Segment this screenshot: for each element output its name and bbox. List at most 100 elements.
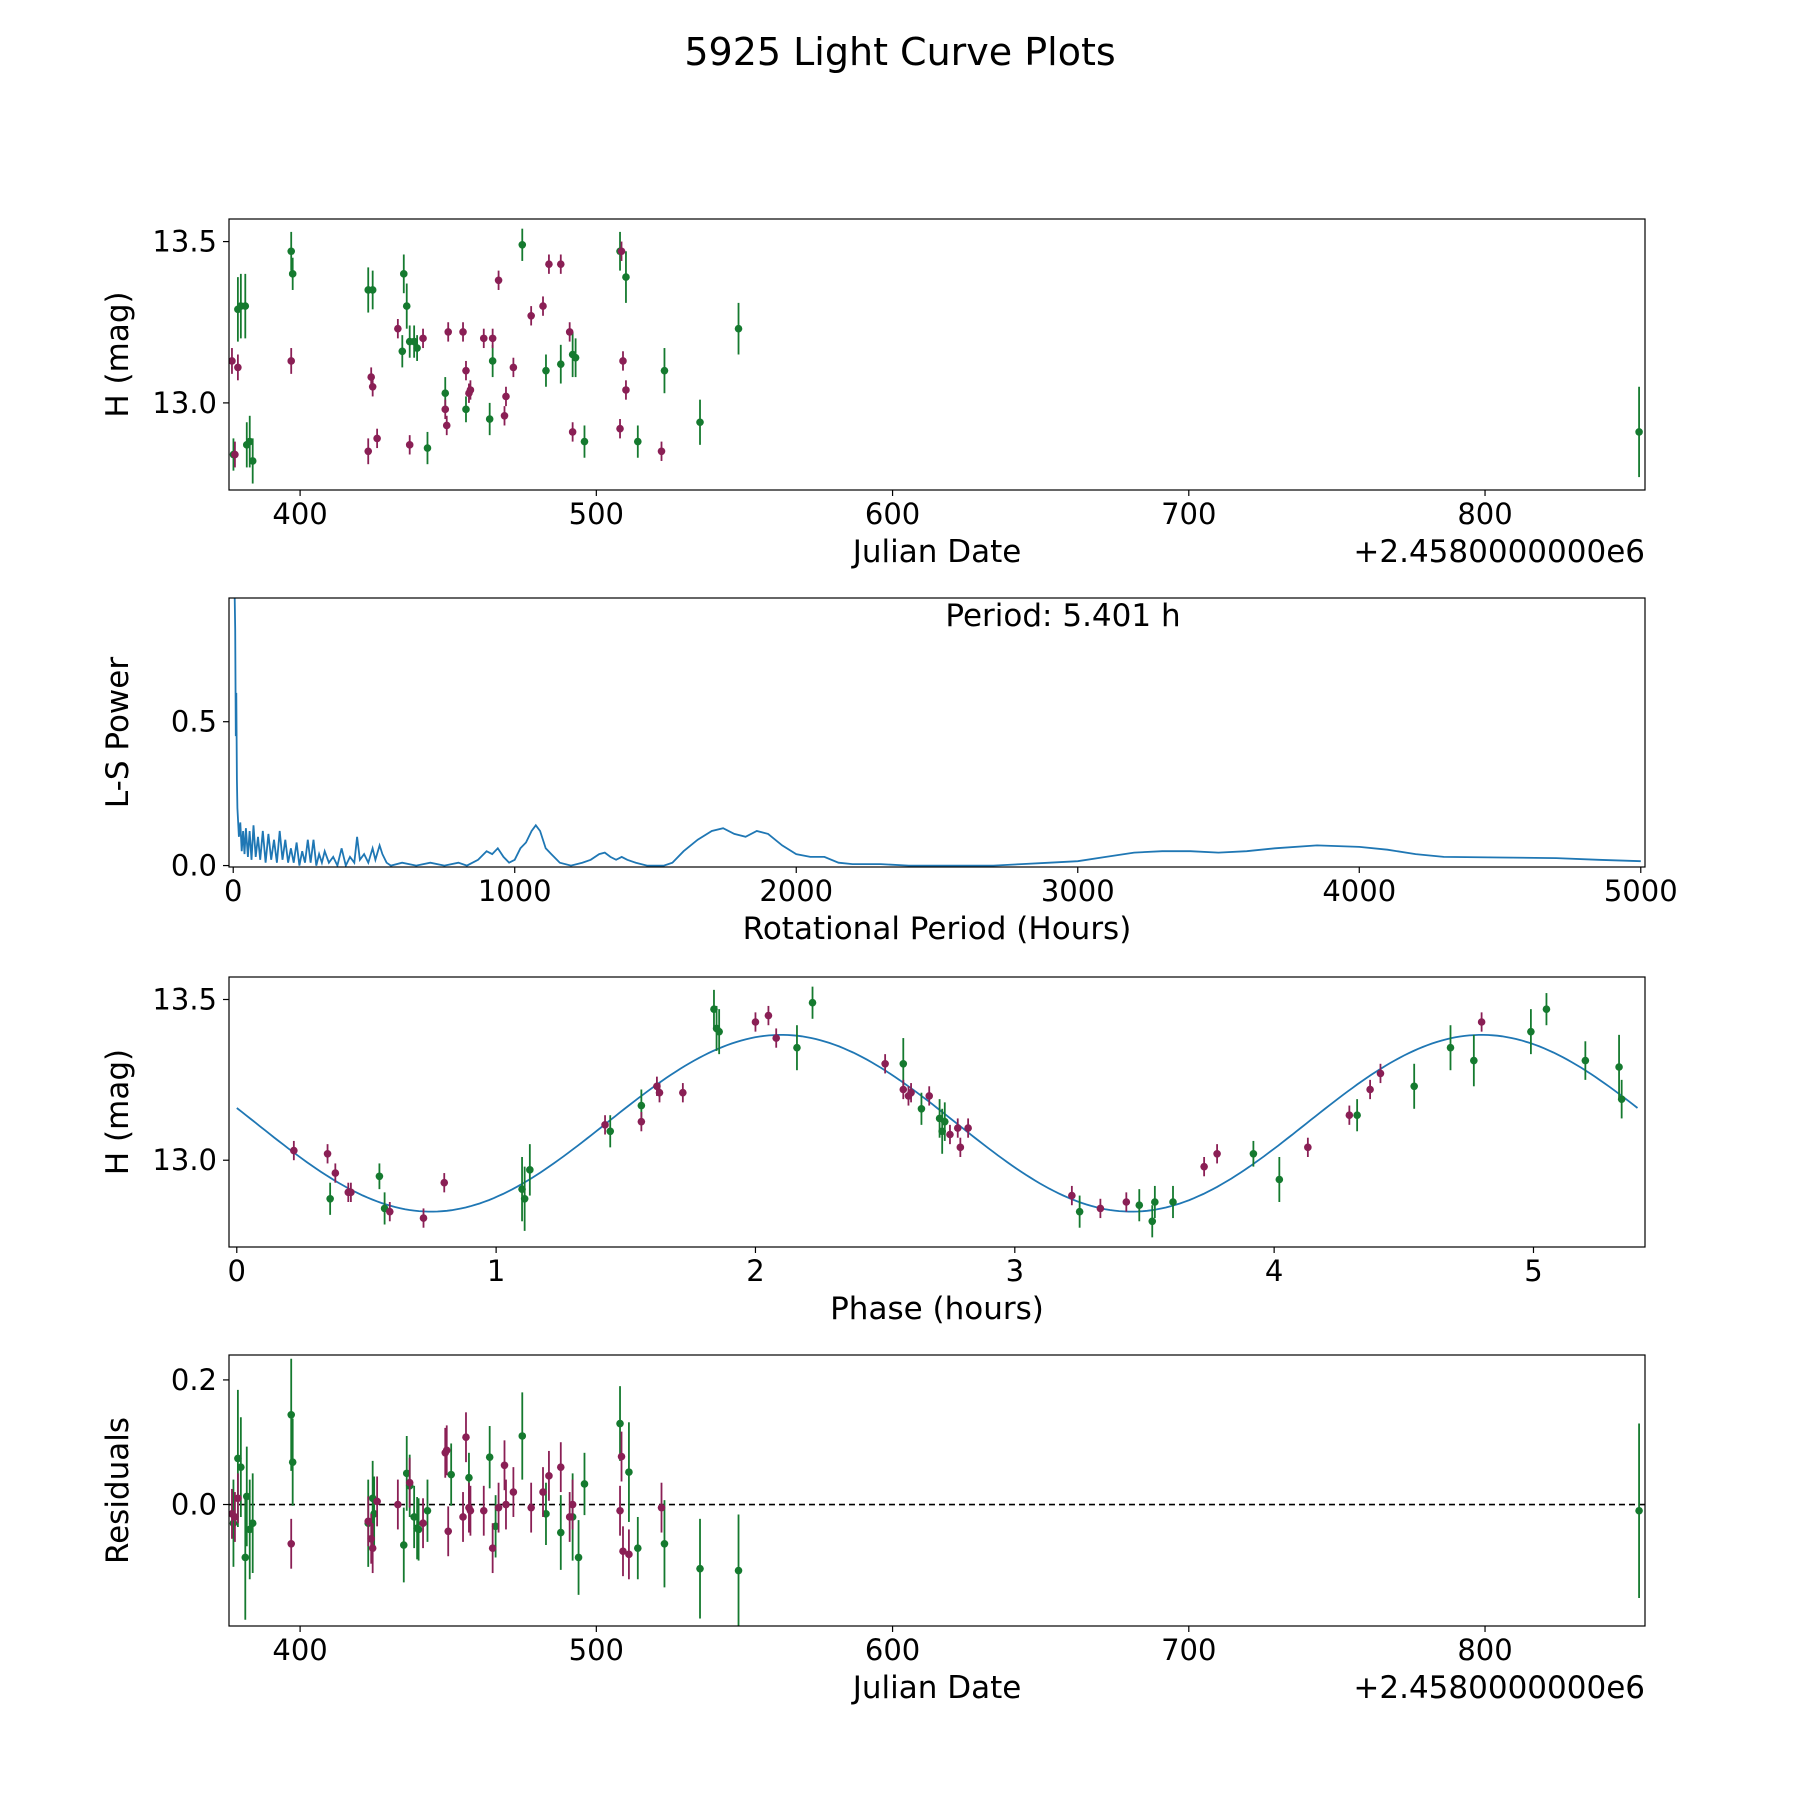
marker [364, 1517, 373, 1526]
data-point-green [696, 399, 704, 445]
marker [617, 1452, 626, 1461]
marker [655, 1088, 664, 1097]
marker [479, 1506, 488, 1515]
data-point-green [696, 1518, 704, 1619]
data-point-purple [601, 1115, 609, 1135]
marker [580, 1480, 589, 1488]
marker [234, 363, 242, 372]
data-point-purple [637, 1112, 646, 1132]
data-point-purple [442, 1425, 451, 1476]
x-offset-label: +2.4580000000e6 [1353, 534, 1645, 570]
marker [419, 1519, 427, 1528]
data-point-green [580, 425, 589, 458]
marker [556, 360, 565, 368]
marker [1151, 1198, 1159, 1206]
marker [368, 382, 377, 391]
data-point-purple [527, 1482, 535, 1533]
marker [465, 1473, 473, 1482]
data-point-purple [556, 254, 565, 274]
data-point-green [248, 1473, 257, 1574]
data-point-green [245, 1479, 254, 1580]
marker [1200, 1162, 1208, 1171]
marker [287, 1539, 296, 1548]
marker [764, 1011, 773, 1020]
marker [899, 1059, 908, 1068]
y-axis-label: L-S Power [100, 657, 136, 808]
marker [1366, 1085, 1374, 1094]
data-point-purple [364, 438, 373, 465]
marker [917, 1104, 926, 1113]
x-tick-label: 500 [569, 1633, 624, 1667]
marker [527, 1503, 535, 1512]
data-point-green [229, 1479, 238, 1567]
marker [234, 1454, 242, 1463]
marker [606, 1127, 615, 1136]
data-point-purple [616, 419, 624, 439]
data-point-green [917, 1092, 926, 1125]
marker [1169, 1198, 1177, 1206]
data-point-green [542, 354, 550, 387]
marker [410, 337, 418, 346]
data-point-purple [545, 254, 553, 274]
marker [419, 334, 427, 343]
marker [556, 260, 565, 268]
marker [287, 247, 296, 256]
data-point-green [556, 1495, 565, 1570]
marker [565, 1513, 574, 1521]
y-tick-label: 13.0 [152, 1143, 217, 1177]
y-axis-label: Residuals [100, 1417, 136, 1564]
x-tick-label: 0 [224, 874, 242, 908]
data-point-purple [899, 1079, 908, 1100]
marker [964, 1124, 972, 1132]
data-point-purple [1122, 1192, 1131, 1212]
data-point-purple [619, 351, 627, 371]
data-point-green [375, 1163, 384, 1190]
data-point-purple [907, 1083, 915, 1103]
marker [1635, 428, 1643, 436]
data-point-green [734, 302, 743, 355]
marker [462, 366, 470, 375]
marker [526, 1166, 534, 1174]
marker [367, 1534, 375, 1543]
marker [414, 1525, 423, 1534]
data-point-purple [287, 348, 296, 374]
marker [405, 441, 414, 449]
y-tick-label: 0.2 [171, 1363, 217, 1397]
data-point-green [398, 335, 407, 368]
x-tick-label: 400 [272, 497, 327, 531]
marker [634, 1544, 642, 1552]
data-point-green [1470, 1034, 1478, 1087]
data-point-purple [462, 1412, 470, 1463]
marker [394, 1500, 402, 1509]
data-point-purple [441, 399, 450, 420]
marker [373, 434, 381, 443]
marker [466, 1506, 475, 1515]
data-point-purple [234, 354, 242, 381]
marker [288, 270, 297, 278]
data-point-green [808, 986, 817, 1019]
data-point-purple [368, 377, 377, 397]
data-point-purple [442, 415, 451, 436]
axes-frame [228, 1354, 1646, 1627]
period-annotation: Period: 5.401 h [945, 598, 1180, 634]
marker [1304, 1143, 1312, 1152]
marker [574, 1553, 583, 1562]
marker [660, 1539, 669, 1548]
data-point-green [1542, 993, 1551, 1026]
data-point-purple [568, 422, 577, 442]
marker [545, 260, 553, 268]
x-axis-label: Julian Date [851, 534, 1022, 570]
marker [323, 1149, 332, 1158]
data-point-purple [946, 1124, 954, 1145]
data-point-purple [385, 1202, 394, 1222]
data-point-green [287, 231, 296, 271]
marker [500, 1461, 509, 1470]
marker [399, 270, 408, 278]
marker [287, 357, 296, 365]
data-point-purple [494, 270, 503, 290]
data-point-green [413, 335, 421, 361]
data-point-purple [565, 1492, 574, 1542]
marker [1122, 1198, 1131, 1206]
marker [616, 424, 624, 433]
data-point-purple [772, 1028, 781, 1048]
